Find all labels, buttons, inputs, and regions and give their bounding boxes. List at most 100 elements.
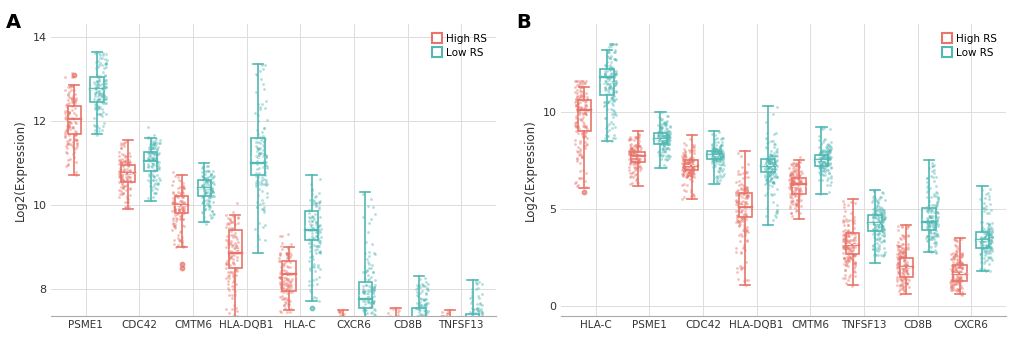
- Point: [90, 81, 106, 87]
- Point: [630, 159, 646, 164]
- Point: [875, 215, 892, 221]
- Point: [576, 94, 592, 99]
- Point: [760, 173, 776, 179]
- Point: [276, 302, 292, 308]
- Point: [282, 259, 299, 264]
- Point: [440, 335, 457, 341]
- Point: [279, 276, 296, 282]
- Point: [783, 183, 799, 189]
- Point: [682, 167, 698, 172]
- Point: [411, 306, 427, 312]
- Point: [60, 100, 76, 106]
- Point: [313, 234, 329, 239]
- Point: [684, 143, 700, 148]
- Point: [620, 151, 636, 157]
- Point: [782, 184, 798, 190]
- Point: [118, 160, 135, 166]
- Point: [303, 305, 319, 310]
- Point: [384, 334, 400, 340]
- Point: [199, 163, 215, 169]
- Point: [117, 153, 133, 159]
- Point: [412, 291, 428, 296]
- Point: [220, 281, 236, 287]
- Point: [764, 171, 781, 176]
- Point: [735, 176, 751, 181]
- Point: [226, 292, 243, 298]
- Point: [660, 153, 677, 159]
- Point: [440, 315, 457, 321]
- Point: [820, 190, 837, 195]
- Point: [595, 99, 611, 105]
- Point: [259, 165, 275, 171]
- Point: [711, 165, 728, 171]
- Point: [149, 172, 165, 178]
- Point: [872, 189, 889, 195]
- Point: [927, 228, 944, 234]
- Point: [839, 246, 855, 251]
- Point: [758, 179, 774, 184]
- Point: [761, 164, 777, 169]
- Point: [386, 321, 403, 327]
- Point: [410, 284, 426, 289]
- Point: [766, 142, 783, 147]
- Point: [733, 266, 749, 271]
- Point: [597, 78, 613, 84]
- Point: [659, 133, 676, 139]
- Point: [976, 250, 993, 256]
- Point: [146, 140, 162, 146]
- Point: [788, 181, 804, 186]
- Point: [737, 185, 753, 191]
- Point: [704, 146, 720, 151]
- Point: [893, 277, 909, 282]
- Point: [921, 220, 937, 226]
- Point: [247, 227, 263, 232]
- Point: [433, 330, 449, 336]
- Point: [92, 92, 108, 97]
- Point: [94, 90, 110, 96]
- Point: [599, 133, 615, 139]
- Point: [839, 243, 855, 248]
- Point: [812, 150, 828, 155]
- Point: [63, 120, 79, 126]
- Point: [279, 263, 296, 269]
- Point: [356, 307, 372, 312]
- Point: [271, 258, 287, 264]
- Point: [624, 153, 640, 159]
- Point: [325, 340, 341, 344]
- Point: [951, 274, 967, 280]
- Point: [385, 339, 401, 344]
- Point: [145, 157, 161, 162]
- Point: [117, 170, 133, 176]
- Point: [142, 157, 158, 162]
- Point: [573, 78, 589, 84]
- Point: [145, 145, 161, 151]
- Point: [627, 159, 643, 164]
- Point: [573, 116, 589, 122]
- Point: [894, 269, 910, 275]
- Point: [756, 181, 772, 187]
- Point: [61, 121, 77, 127]
- Point: [677, 168, 693, 173]
- Point: [388, 341, 405, 344]
- Point: [387, 336, 404, 342]
- Point: [145, 160, 161, 166]
- Point: [712, 142, 729, 148]
- Point: [893, 282, 909, 288]
- Point: [111, 165, 127, 171]
- Point: [436, 328, 452, 334]
- Point: [845, 258, 861, 263]
- Point: [220, 221, 236, 226]
- Point: [782, 172, 798, 178]
- Point: [971, 220, 987, 225]
- Point: [815, 172, 832, 178]
- Point: [790, 195, 806, 201]
- Point: [759, 159, 775, 164]
- Point: [660, 133, 677, 139]
- Point: [653, 109, 669, 115]
- Point: [601, 84, 618, 89]
- Point: [971, 251, 987, 256]
- Point: [313, 226, 329, 232]
- Point: [567, 89, 583, 95]
- Point: [251, 166, 267, 171]
- Point: [920, 205, 936, 211]
